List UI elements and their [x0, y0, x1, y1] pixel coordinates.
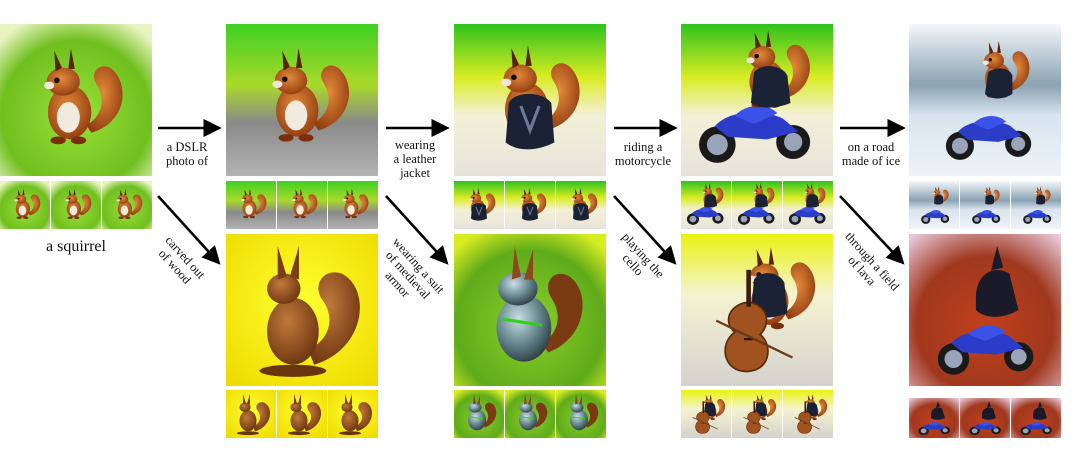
arrow-diagonal	[157, 195, 221, 265]
caption-a-squirrel: a squirrel	[46, 238, 106, 255]
prompt-top-4: on a road made of ice	[841, 140, 901, 168]
prompt-top-2: wearing a leather jacket	[393, 138, 437, 180]
prompt-top-3: riding a motorcycle	[614, 140, 672, 168]
prompt-top-1: a DSLR photo of	[165, 140, 208, 168]
arrow-diagonal	[839, 195, 905, 265]
arrow-diagonal	[613, 195, 677, 265]
arrow-diagonal	[385, 195, 449, 265]
